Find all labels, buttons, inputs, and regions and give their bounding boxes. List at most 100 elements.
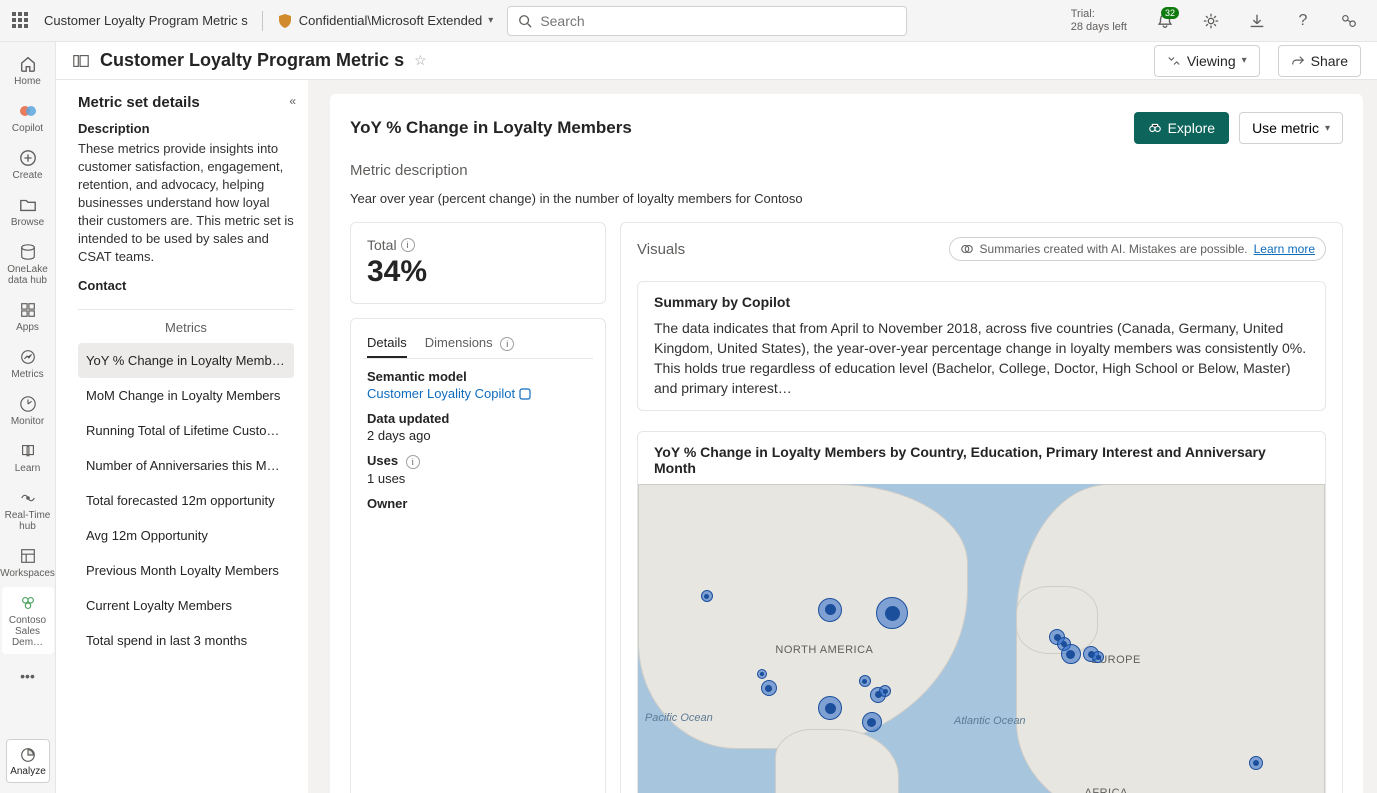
map-title: YoY % Change in Loyalty Members by Count… — [638, 432, 1325, 484]
summary-text: The data indicates that from April to No… — [654, 318, 1309, 398]
help-button[interactable]: ? — [1287, 5, 1319, 37]
share-button[interactable]: Share — [1278, 45, 1361, 77]
notifications-button[interactable]: 32 — [1149, 5, 1181, 37]
map-label-af: AFRICA — [1085, 787, 1128, 793]
rail-metrics[interactable]: Metrics — [2, 341, 54, 386]
dataset-icon — [519, 388, 531, 400]
metric-item[interactable]: Avg 12m Opportunity — [78, 518, 294, 553]
metric-desc-label: Metric description — [350, 162, 1343, 179]
metric-item[interactable]: Total forecasted 12m opportunity — [78, 483, 294, 518]
app-launcher-icon[interactable] — [12, 12, 30, 30]
realtime-icon — [18, 488, 38, 508]
collapse-button[interactable]: « — [289, 94, 296, 108]
viewing-button[interactable]: Viewing ▾ — [1154, 45, 1260, 77]
metric-item[interactable]: Current Loyalty Members — [78, 588, 294, 623]
rail-copilot[interactable]: Copilot — [2, 95, 54, 140]
analyze-icon — [19, 746, 37, 764]
page-header: Customer Loyalty Program Metric s ☆ View… — [56, 42, 1377, 80]
updated-label: Data updated — [367, 411, 589, 426]
details-card: Details Dimensions i Semantic model Cust… — [350, 318, 606, 793]
rail-contoso[interactable]: Contoso Sales Dem… — [2, 587, 54, 654]
database-icon — [18, 242, 38, 262]
metric-item[interactable]: MoM Change in Loyalty Members — [78, 378, 294, 413]
chevron-down-icon: ▾ — [488, 15, 493, 26]
settings-button[interactable] — [1195, 5, 1227, 37]
visuals-panel: Visuals Summaries created with AI. Mista… — [620, 222, 1343, 793]
copilot-small-icon — [960, 242, 974, 256]
rail-home[interactable]: Home — [2, 48, 54, 93]
search-icon — [518, 14, 532, 28]
search-input[interactable] — [540, 13, 896, 29]
rail-realtime[interactable]: Real-Time hub — [2, 482, 54, 538]
metric-item[interactable]: YoY % Change in Loyalty Members — [78, 343, 294, 378]
map-bubble[interactable] — [859, 675, 871, 687]
feedback-button[interactable] — [1333, 5, 1365, 37]
info-icon[interactable]: i — [401, 238, 415, 252]
rail-monitor[interactable]: Monitor — [2, 388, 54, 433]
map-label-pacific: Pacific Ocean — [645, 712, 713, 725]
tab-dimensions[interactable]: Dimensions i — [425, 329, 515, 358]
rail-label: Contoso Sales Dem… — [2, 615, 54, 648]
semantic-model-label: Semantic model — [367, 369, 589, 384]
map-bubble[interactable] — [818, 598, 842, 622]
rail-label: Workspaces — [0, 568, 55, 579]
analyze-button[interactable]: Analyze — [6, 739, 50, 783]
map-bubble[interactable] — [862, 712, 882, 732]
map-bubble[interactable] — [1249, 756, 1263, 770]
metric-item[interactable]: Previous Month Loyalty Members — [78, 553, 294, 588]
map-bubble[interactable] — [1061, 644, 1081, 664]
favorite-button[interactable]: ☆ — [414, 52, 427, 69]
rail-workspaces[interactable]: Workspaces — [2, 540, 54, 585]
rail-label: Apps — [16, 322, 39, 333]
rail-onelake[interactable]: OneLake data hub — [2, 236, 54, 292]
map-visual[interactable]: YoY % Change in Loyalty Members by Count… — [637, 431, 1326, 793]
analyze-label: Analyze — [10, 766, 46, 777]
rail-more[interactable]: ••• — [2, 660, 54, 692]
rail-label: Metrics — [11, 369, 43, 380]
divider — [262, 11, 263, 31]
chevron-down-icon: ▾ — [1325, 123, 1330, 134]
metric-item[interactable]: Running Total of Lifetime Customer V… — [78, 413, 294, 448]
map-bubble[interactable] — [701, 590, 713, 602]
map-canvas[interactable]: NORTH AMERICA EUROPE AFRICA Pacific Ocea… — [638, 484, 1325, 793]
map-bubble[interactable] — [761, 680, 777, 696]
notification-badge: 32 — [1161, 7, 1179, 19]
sensitivity-label[interactable]: Confidential\Microsoft Extended ▾ — [277, 13, 494, 29]
plus-circle-icon — [18, 148, 38, 168]
tab-details[interactable]: Details — [367, 329, 407, 358]
binoculars-icon — [1148, 121, 1162, 135]
download-button[interactable] — [1241, 5, 1273, 37]
details-panel: « Metric set details Description These m… — [56, 80, 316, 793]
total-card: Total i 34% — [350, 222, 606, 304]
uses-value: 1 uses — [367, 471, 589, 486]
semantic-model-link[interactable]: Customer Loyality Copilot — [367, 386, 589, 401]
total-value: 34% — [367, 255, 589, 289]
ai-text: Summaries created with AI. Mistakes are … — [980, 242, 1248, 256]
rail-create[interactable]: Create — [2, 142, 54, 187]
info-icon[interactable]: i — [500, 337, 514, 351]
metric-item[interactable]: Number of Anniversaries this Month — [78, 448, 294, 483]
share-label: Share — [1311, 53, 1348, 69]
explore-label: Explore — [1168, 120, 1215, 136]
rail-learn[interactable]: Learn — [2, 435, 54, 480]
metric-item[interactable]: Total spend in last 3 months — [78, 623, 294, 658]
more-icon: ••• — [18, 666, 38, 686]
rail-browse[interactable]: Browse — [2, 189, 54, 234]
summary-card: Summary by Copilot The data indicates th… — [637, 281, 1326, 411]
uses-label: Uses i — [367, 453, 589, 469]
learn-more-link[interactable]: Learn more — [1254, 242, 1315, 256]
search-box[interactable] — [507, 6, 907, 36]
ai-disclaimer: Summaries created with AI. Mistakes are … — [949, 237, 1326, 261]
use-metric-button[interactable]: Use metric ▾ — [1239, 112, 1343, 144]
rail-label: Copilot — [12, 123, 43, 134]
contact-label: Contact — [78, 278, 294, 293]
tab-dimensions-label: Dimensions — [425, 335, 493, 350]
breadcrumb[interactable]: Customer Loyalty Program Metric s — [44, 13, 248, 28]
rail-apps[interactable]: Apps — [2, 294, 54, 339]
info-icon[interactable]: i — [406, 455, 420, 469]
shield-icon — [277, 13, 293, 29]
explore-button[interactable]: Explore — [1134, 112, 1229, 144]
folder-icon — [18, 195, 38, 215]
help-icon: ? — [1299, 12, 1308, 30]
metrics-heading: Metrics — [78, 320, 294, 335]
